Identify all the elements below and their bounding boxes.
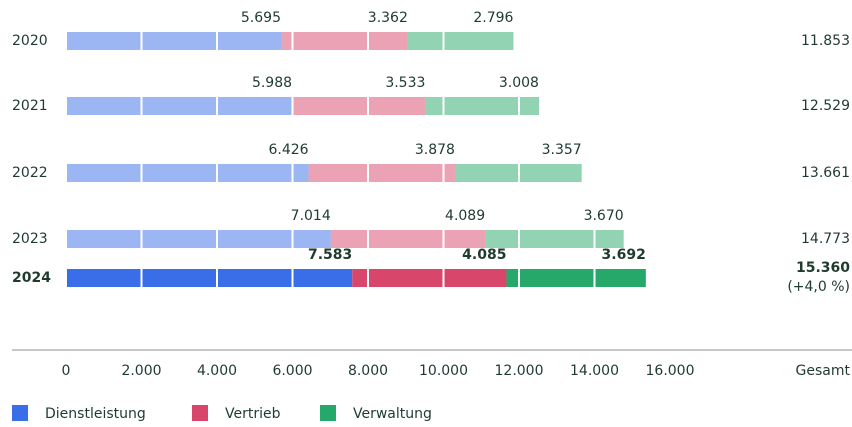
- value-label: 5.695: [241, 10, 281, 26]
- bar-segment: [292, 97, 426, 115]
- legend-label: Vertrieb: [225, 406, 281, 422]
- value-label: 4.085: [462, 247, 506, 263]
- x-tick-label: 6.000: [272, 363, 312, 379]
- totals-header: Gesamt: [796, 363, 851, 379]
- bar-segment: [280, 32, 408, 50]
- category-label: 2022: [12, 165, 48, 181]
- total-label: 11.853: [801, 33, 850, 49]
- bar-segment: [407, 32, 514, 50]
- bar-segment: [66, 32, 281, 50]
- category-label: 2024: [12, 270, 51, 286]
- x-tick-label: 0: [62, 363, 71, 379]
- annotation: (+4,0 %): [787, 279, 850, 295]
- total-label: 12.529: [801, 98, 850, 114]
- total-label: 14.773: [801, 231, 850, 247]
- legend-label: Verwaltung: [353, 406, 432, 422]
- legend-swatch: [12, 405, 28, 421]
- bar-segment: [308, 164, 455, 182]
- value-label: 7.583: [308, 247, 352, 263]
- category-label: 2020: [12, 33, 48, 49]
- value-label: 5.988: [252, 75, 292, 91]
- bar-segment: [506, 269, 646, 287]
- x-tick-label: 8.000: [348, 363, 388, 379]
- bar-segment: [66, 269, 353, 287]
- value-label: 3.878: [415, 142, 455, 158]
- value-label: 4.089: [445, 208, 485, 224]
- category-label: 2023: [12, 231, 48, 247]
- value-label: 3.362: [368, 10, 408, 26]
- bar-segment: [485, 230, 624, 248]
- legend-swatch: [320, 405, 336, 421]
- bar-segment: [425, 97, 539, 115]
- x-tick-label: 2.000: [121, 363, 161, 379]
- bar-segment: [66, 164, 309, 182]
- bar-segment: [352, 269, 507, 287]
- bar-segment: [66, 230, 331, 248]
- value-label: 3.533: [385, 75, 425, 91]
- total-label: 15.360: [796, 260, 850, 276]
- x-tick-label: 10.000: [419, 363, 468, 379]
- value-label: 3.357: [542, 142, 582, 158]
- legend-label: Dienstleistung: [45, 406, 146, 422]
- x-tick-label: 12.000: [495, 363, 544, 379]
- value-label: 6.426: [268, 142, 308, 158]
- x-tick-label: 4.000: [197, 363, 237, 379]
- value-label: 7.014: [291, 208, 331, 224]
- category-label: 2021: [12, 98, 48, 114]
- value-label: 3.670: [584, 208, 624, 224]
- value-label: 3.008: [499, 75, 539, 91]
- value-label: 3.692: [602, 247, 646, 263]
- bar-segment: [66, 97, 293, 115]
- x-tick-label: 14.000: [570, 363, 619, 379]
- bar-segment: [330, 230, 486, 248]
- total-label: 13.661: [801, 165, 850, 181]
- x-tick-label: 16.000: [646, 363, 695, 379]
- value-label: 2.796: [473, 10, 513, 26]
- legend-swatch: [192, 405, 208, 421]
